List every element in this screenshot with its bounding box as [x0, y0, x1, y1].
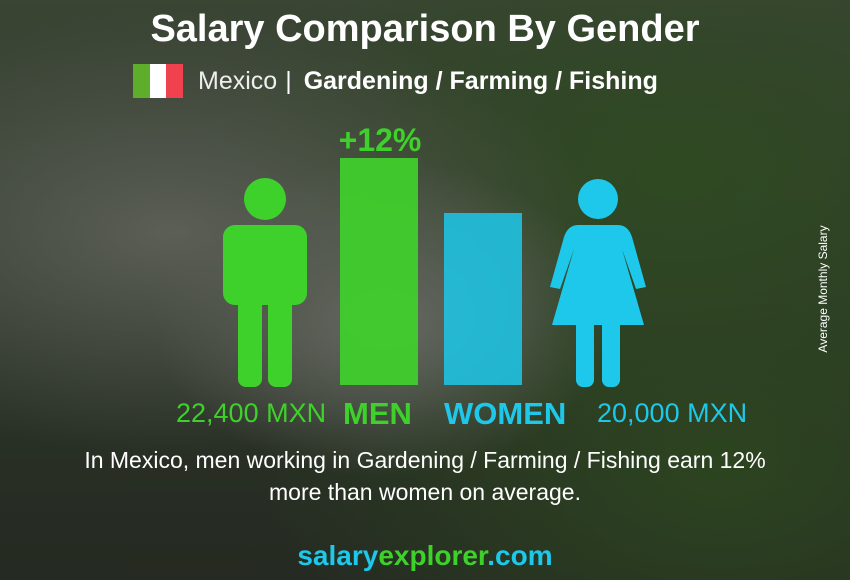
men-salary-label: 22,400 MXN: [176, 398, 327, 428]
difference-label: +12%: [338, 122, 422, 158]
separator: |: [285, 66, 292, 95]
bar-men: [340, 158, 418, 385]
site-part-1: salary: [297, 540, 379, 571]
job-title: Gardening / Farming / Fishing: [303, 66, 658, 95]
page-title: Salary Comparison By Gender: [150, 8, 700, 50]
women-category-label: WOMEN: [444, 396, 567, 431]
description-line-1: In Mexico, men working in Gardening / Fa…: [84, 447, 766, 473]
bar-women: [444, 213, 522, 385]
mexico-flag-icon: [133, 64, 184, 98]
women-salary-label: 20,000 MXN: [597, 398, 748, 428]
woman-icon: [550, 179, 646, 387]
site-part-3: .com: [487, 540, 553, 571]
country: Mexico: [198, 66, 278, 95]
site-link[interactable]: salaryexplorer.com: [0, 540, 850, 572]
description-line-2: more than women on average.: [269, 479, 581, 505]
man-icon: [223, 178, 307, 387]
description: In Mexico, men working in Gardening / Fa…: [0, 444, 850, 508]
site-part-2: explorer: [378, 540, 488, 571]
subtitle: Mexico | Gardening / Farming / Fishing: [133, 64, 658, 98]
y-axis-label: Average Monthly Salary: [816, 225, 830, 353]
men-category-label: MEN: [343, 396, 412, 431]
